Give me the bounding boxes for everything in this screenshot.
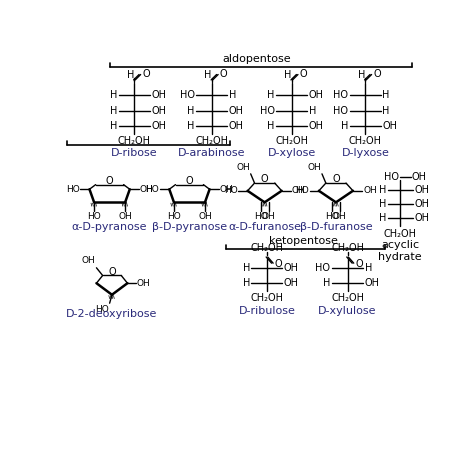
Text: OH: OH bbox=[414, 199, 429, 209]
Text: OH: OH bbox=[229, 121, 244, 131]
Text: H: H bbox=[110, 90, 118, 100]
Text: O: O bbox=[142, 69, 150, 79]
Text: HO: HO bbox=[167, 212, 181, 221]
Text: HO: HO bbox=[316, 263, 330, 273]
Text: CH₂OH: CH₂OH bbox=[349, 136, 382, 146]
Text: β-D-furanose: β-D-furanose bbox=[300, 221, 372, 232]
Text: HO: HO bbox=[95, 305, 109, 314]
Text: H: H bbox=[229, 90, 237, 100]
Text: D-2-deoxyribose: D-2-deoxyribose bbox=[66, 309, 158, 319]
Text: CH₂OH: CH₂OH bbox=[384, 228, 417, 239]
Text: O: O bbox=[261, 174, 268, 184]
Text: D-xylose: D-xylose bbox=[268, 149, 316, 158]
Text: HO: HO bbox=[224, 186, 237, 195]
Text: HO: HO bbox=[180, 90, 195, 100]
Text: OH: OH bbox=[412, 172, 427, 182]
Text: H: H bbox=[383, 90, 390, 100]
Text: CH₂OH: CH₂OH bbox=[195, 136, 228, 146]
Text: H: H bbox=[110, 121, 118, 131]
Text: OH: OH bbox=[140, 185, 154, 194]
Text: HO: HO bbox=[325, 212, 339, 221]
Text: OH: OH bbox=[152, 121, 166, 131]
Text: CH₂OH: CH₂OH bbox=[275, 136, 308, 146]
Text: D-lyxose: D-lyxose bbox=[341, 149, 389, 158]
Text: CH₂OH: CH₂OH bbox=[250, 293, 283, 303]
Text: H: H bbox=[267, 90, 275, 100]
Text: acyclic
hydrate: acyclic hydrate bbox=[378, 240, 422, 262]
Text: OH: OH bbox=[284, 278, 299, 288]
Text: H: H bbox=[110, 106, 118, 116]
Text: D-arabinose: D-arabinose bbox=[178, 149, 246, 158]
Text: HO: HO bbox=[146, 185, 159, 194]
Text: ketopentose: ketopentose bbox=[269, 236, 338, 246]
Text: O: O bbox=[106, 176, 113, 186]
Text: OH: OH bbox=[262, 212, 275, 221]
Text: OH: OH bbox=[365, 278, 380, 288]
Text: D-ribulose: D-ribulose bbox=[238, 305, 295, 316]
Text: H: H bbox=[267, 121, 275, 131]
Text: CH₂OH: CH₂OH bbox=[250, 243, 283, 253]
Text: H: H bbox=[379, 199, 386, 209]
Text: H: H bbox=[341, 121, 348, 131]
Text: OH: OH bbox=[308, 163, 321, 171]
Text: CH₂OH: CH₂OH bbox=[331, 243, 364, 253]
Text: HO: HO bbox=[66, 185, 80, 194]
Text: OH: OH bbox=[236, 163, 250, 171]
Text: OH: OH bbox=[309, 121, 324, 131]
Text: α-D-pyranose: α-D-pyranose bbox=[72, 221, 147, 232]
Text: OH: OH bbox=[383, 121, 397, 131]
Text: HO: HO bbox=[254, 212, 268, 221]
Text: OH: OH bbox=[414, 185, 429, 195]
Text: O: O bbox=[219, 69, 228, 79]
Text: OH: OH bbox=[152, 90, 166, 100]
Text: D-xylulose: D-xylulose bbox=[319, 305, 377, 316]
Text: α-D-furanose: α-D-furanose bbox=[228, 221, 301, 232]
Text: H: H bbox=[284, 71, 292, 80]
Text: H: H bbox=[309, 106, 316, 116]
Text: H: H bbox=[127, 71, 134, 80]
Text: CH₂OH: CH₂OH bbox=[118, 136, 151, 146]
Text: H: H bbox=[383, 106, 390, 116]
Text: H: H bbox=[243, 278, 250, 288]
Text: OH: OH bbox=[118, 212, 132, 221]
Text: OH: OH bbox=[137, 279, 151, 288]
Text: O: O bbox=[275, 259, 283, 269]
Text: H: H bbox=[243, 263, 250, 273]
Text: H: H bbox=[365, 263, 372, 273]
Text: OH: OH bbox=[198, 212, 212, 221]
Text: HO: HO bbox=[383, 172, 399, 182]
Text: H: H bbox=[204, 71, 212, 80]
Text: OH: OH bbox=[284, 263, 299, 273]
Text: OH: OH bbox=[229, 106, 244, 116]
Text: O: O bbox=[300, 69, 307, 79]
Text: OH: OH bbox=[333, 212, 346, 221]
Text: OH: OH bbox=[219, 185, 233, 194]
Text: OH: OH bbox=[292, 186, 306, 195]
Text: O: O bbox=[373, 69, 381, 79]
Text: D-ribose: D-ribose bbox=[111, 149, 158, 158]
Text: H: H bbox=[379, 213, 386, 223]
Text: HO: HO bbox=[87, 212, 101, 221]
Text: β-D-pyranose: β-D-pyranose bbox=[152, 221, 227, 232]
Text: H: H bbox=[188, 121, 195, 131]
Text: O: O bbox=[108, 267, 116, 276]
Text: H: H bbox=[323, 278, 330, 288]
Text: O: O bbox=[356, 259, 363, 269]
Text: CH₂OH: CH₂OH bbox=[331, 293, 364, 303]
Text: H: H bbox=[358, 71, 365, 80]
Text: O: O bbox=[332, 174, 340, 184]
Text: OH: OH bbox=[309, 90, 324, 100]
Text: HO: HO bbox=[333, 106, 348, 116]
Text: HO: HO bbox=[333, 90, 348, 100]
Text: OH: OH bbox=[363, 186, 377, 195]
Text: OH: OH bbox=[152, 106, 166, 116]
Text: OH: OH bbox=[414, 213, 429, 223]
Text: O: O bbox=[186, 176, 193, 186]
Text: aldopentose: aldopentose bbox=[223, 54, 291, 64]
Text: OH: OH bbox=[82, 256, 96, 265]
Text: H: H bbox=[379, 185, 386, 195]
Text: HO: HO bbox=[295, 186, 309, 195]
Text: H: H bbox=[188, 106, 195, 116]
Text: HO: HO bbox=[260, 106, 275, 116]
